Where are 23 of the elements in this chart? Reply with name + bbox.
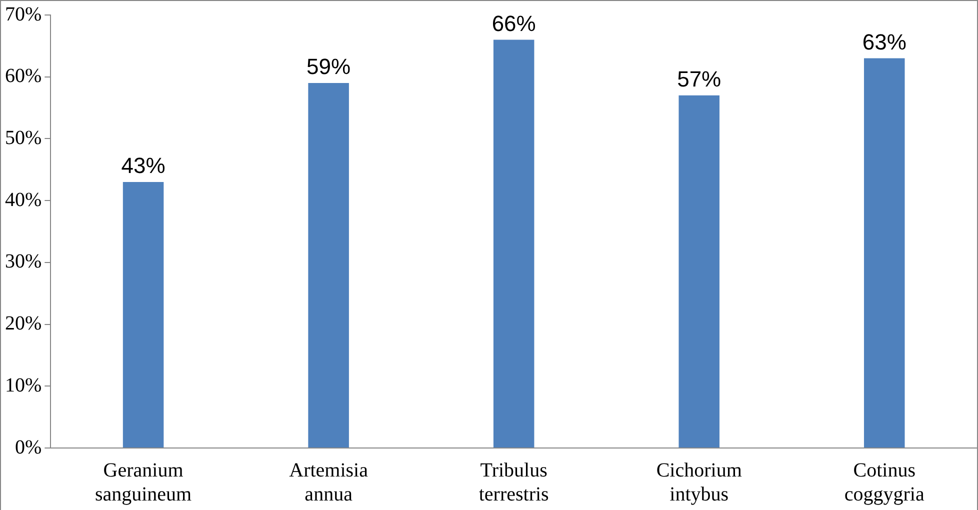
y-tick-label: 70% <box>4 3 42 26</box>
x-tick-label: Artemisia annua <box>289 459 368 506</box>
y-tick-label: 30% <box>4 250 42 273</box>
bar <box>864 58 905 448</box>
y-tick-label: 10% <box>4 374 42 396</box>
data-label: 63% <box>862 29 906 54</box>
y-tick-label: 40% <box>4 188 42 211</box>
data-label: 59% <box>306 54 351 80</box>
data-label: 43% <box>121 153 166 178</box>
y-tick-label: 50% <box>4 126 42 149</box>
data-label: 57% <box>677 66 722 92</box>
y-tick-label: 0% <box>14 436 42 458</box>
x-tick-label: Tribulus terrestris <box>478 459 550 506</box>
x-tick-label: Cichorium intybus <box>656 459 742 506</box>
bar <box>122 182 164 448</box>
x-tick-label: Cotinus coggygria <box>844 459 924 506</box>
bar <box>678 95 720 448</box>
y-tick-label: 60% <box>4 65 42 88</box>
bar <box>308 83 349 448</box>
data-label: 66% <box>492 10 536 36</box>
bar <box>493 40 534 448</box>
x-tick-label: Geranium sanguineum <box>94 459 192 506</box>
y-tick-label: 20% <box>4 312 42 335</box>
